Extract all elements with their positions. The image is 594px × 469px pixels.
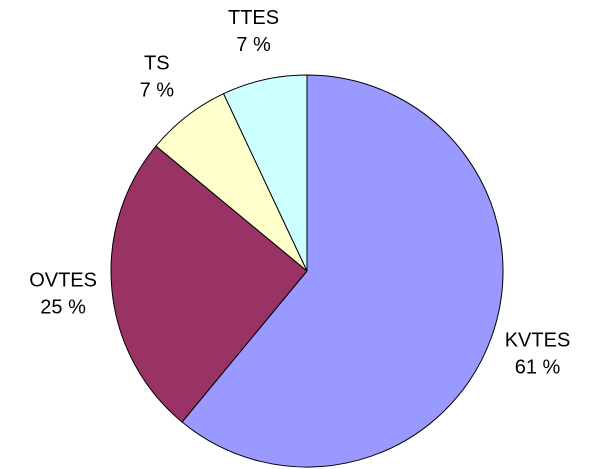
slice-label: TTES [228,7,279,29]
slice-value-label: 25 % [40,296,86,318]
slice-label: TS [144,53,170,75]
pie-slice [110,145,308,423]
slice-value-label: 61 % [515,356,561,378]
slice-label: OVTES [29,269,97,291]
pie-slice [222,74,308,272]
slice-label: KVTES [505,329,571,351]
pie-slice [181,74,504,468]
slice-value-label: 7 % [140,80,175,102]
slice-value-label: 7 % [236,34,271,56]
